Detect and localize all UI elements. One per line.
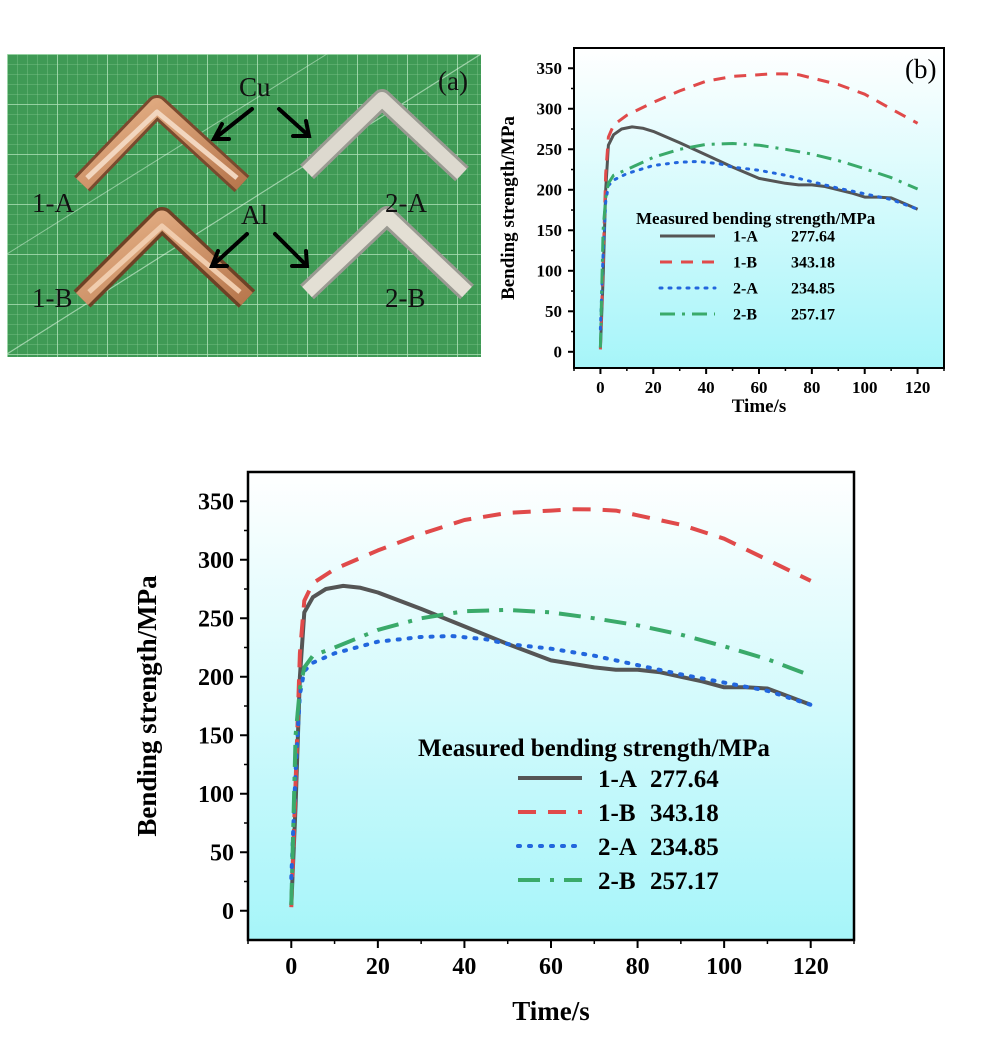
chart-small-legend-name-2-b: 2-B (733, 307, 757, 324)
sample-2a-angle (300, 89, 469, 182)
arrow-cu-left-head (210, 122, 231, 141)
chart-large-ytick-label-50: 50 (210, 841, 234, 867)
chart-small-ytick-label-300: 300 (537, 100, 563, 119)
label-1b: 1-B (32, 283, 73, 313)
chart-large-legend-value-1-a: 277.64 (650, 766, 719, 793)
chart-small-ytick-label-50: 50 (545, 302, 562, 321)
chart-small-xtick-label-0: 0 (596, 378, 605, 397)
chart-small-xaxis-label: Time/s (732, 396, 787, 417)
chart-small-panel-label: (b) (905, 54, 936, 84)
chart-large-legend: Measured bending strength/MPa 1-A 277.64 1-… (418, 735, 770, 895)
chart-large-legend-value-2-a: 234.85 (650, 834, 719, 861)
chart-large-legend-name-1-b: 1-B (598, 800, 636, 827)
chart-large-ytick-label-150: 150 (198, 724, 234, 750)
chart-large-svg: 0 50 100 150 200 250 300 350 0 20 40 60 80 100 120 Time… (132, 470, 856, 1026)
chart-large-ytick-label-250: 250 (198, 607, 234, 633)
sample-photo: (a) Cu Al 1-A 2-A 1-B 2-B (6, 53, 482, 357)
chart-large-legend-name-2-b: 2-B (598, 868, 636, 895)
chart-small-yaxis-label: Bending strength/MPa (498, 116, 519, 300)
arrow-al-left-head (209, 249, 229, 268)
chart-large: 0 50 100 150 200 250 300 350 0 20 40 60 80 100 120 Time… (120, 460, 870, 1040)
chart-large-xtick-label-20: 20 (366, 954, 390, 980)
chart-large-legend-value-2-b: 257.17 (650, 868, 719, 895)
label-al: Al (241, 200, 268, 230)
chart-small-legend-title: Measured bending strength/MPa (636, 209, 876, 228)
chart-large-series-1-b-line (289, 507, 812, 908)
chart-small: 0 50 100 150 200 250 300 350 0 20 40 60 80 100 120 Time… (490, 40, 955, 425)
chart-small-ytick-label-150: 150 (537, 221, 563, 240)
chart-large-ytick-label-350: 350 (198, 490, 234, 516)
chart-small-xtick-label-100: 100 (852, 378, 878, 397)
sample-1a-angle (74, 95, 250, 193)
chart-small-ytick-label-200: 200 (537, 181, 563, 200)
arrow-cu-left (212, 107, 254, 141)
label-cu: Cu (239, 72, 271, 102)
chart-small-series-group (598, 72, 920, 350)
arrow-cu-right-head (291, 119, 312, 138)
chart-large-xtick-label-40: 40 (452, 954, 476, 980)
chart-large-xtick-label-60: 60 (539, 954, 563, 980)
chart-small-series-2-a-line (598, 160, 920, 331)
chart-small-xtick-label-20: 20 (645, 378, 662, 397)
chart-small-ytick-label-0: 0 (554, 343, 563, 362)
chart-large-series-group (289, 507, 813, 908)
chart-large-ytick-label-100: 100 (198, 782, 234, 808)
arrow-al-right-head (290, 249, 310, 268)
arrow-al-left (210, 232, 249, 268)
chart-large-series-1-a-line (289, 583, 812, 905)
chart-large-ytick-label-300: 300 (198, 548, 234, 574)
chart-large-legend-name-1-a: 1-A (598, 766, 637, 793)
chart-small-legend-name-1-b: 1-B (733, 255, 757, 272)
chart-small-legend-value-2-b: 257.17 (791, 307, 835, 324)
chart-small-svg: 0 50 100 150 200 250 300 350 0 20 40 60 80 100 120 Time… (498, 47, 945, 417)
label-1a: 1-A (32, 188, 74, 218)
chart-small-legend-name-2-a: 2-A (733, 281, 758, 298)
chart-small-ytick-label-250: 250 (537, 140, 563, 159)
chart-large-ytick-label-0: 0 (222, 899, 234, 925)
photo-panel-label: (a) (438, 66, 468, 96)
chart-large-yaxis-label: Bending strength/MPa (132, 575, 162, 837)
sample-1b-angle (73, 207, 256, 308)
chart-small-plot-area (574, 48, 944, 368)
chart-small-legend-value-1-b: 343.18 (791, 255, 835, 272)
chart-small-xtick-label-80: 80 (803, 378, 820, 397)
chart-large-legend-name-2-a: 2-A (598, 834, 637, 861)
chart-small-legend-value-1-a: 277.64 (791, 229, 835, 246)
chart-small-xtick-label-120: 120 (905, 378, 931, 397)
chart-small-legend-name-1-a: 1-A (733, 229, 758, 246)
chart-large-xtick-label-120: 120 (793, 954, 829, 980)
sample-2b-angle (300, 206, 474, 300)
chart-large-legend-value-1-b: 343.18 (650, 800, 719, 827)
chart-large-xtick-label-0: 0 (285, 954, 297, 980)
chart-large-legend-title: Measured bending strength/MPa (418, 735, 770, 762)
chart-large-series-2-b-line (289, 607, 812, 905)
chart-small-ytick-label-100: 100 (537, 262, 563, 281)
chart-large-xaxis-label: Time/s (512, 996, 590, 1026)
chart-small-series-1-b-line (598, 72, 919, 350)
chart-large-plot-area (248, 472, 854, 940)
chart-large-ytick-label-200: 200 (198, 665, 234, 691)
sample-photo-drawing: (a) Cu Al 1-A 2-A 1-B 2-B (6, 53, 482, 357)
label-2b: 2-B (385, 283, 426, 313)
arrow-cu-right (277, 107, 311, 138)
chart-small-ytick-label-350: 350 (537, 59, 563, 78)
label-2a: 2-A (385, 188, 427, 218)
chart-small-xtick-label-60: 60 (751, 378, 768, 397)
chart-small-legend-value-2-a: 234.85 (791, 281, 835, 298)
chart-small-series-1-a-line (598, 125, 919, 348)
chart-small-xtick-label-40: 40 (698, 378, 715, 397)
arrows (209, 107, 312, 268)
chart-large-xtick-label-80: 80 (626, 954, 650, 980)
chart-large-xtick-label-100: 100 (706, 954, 742, 980)
arrow-al-right (273, 232, 309, 268)
